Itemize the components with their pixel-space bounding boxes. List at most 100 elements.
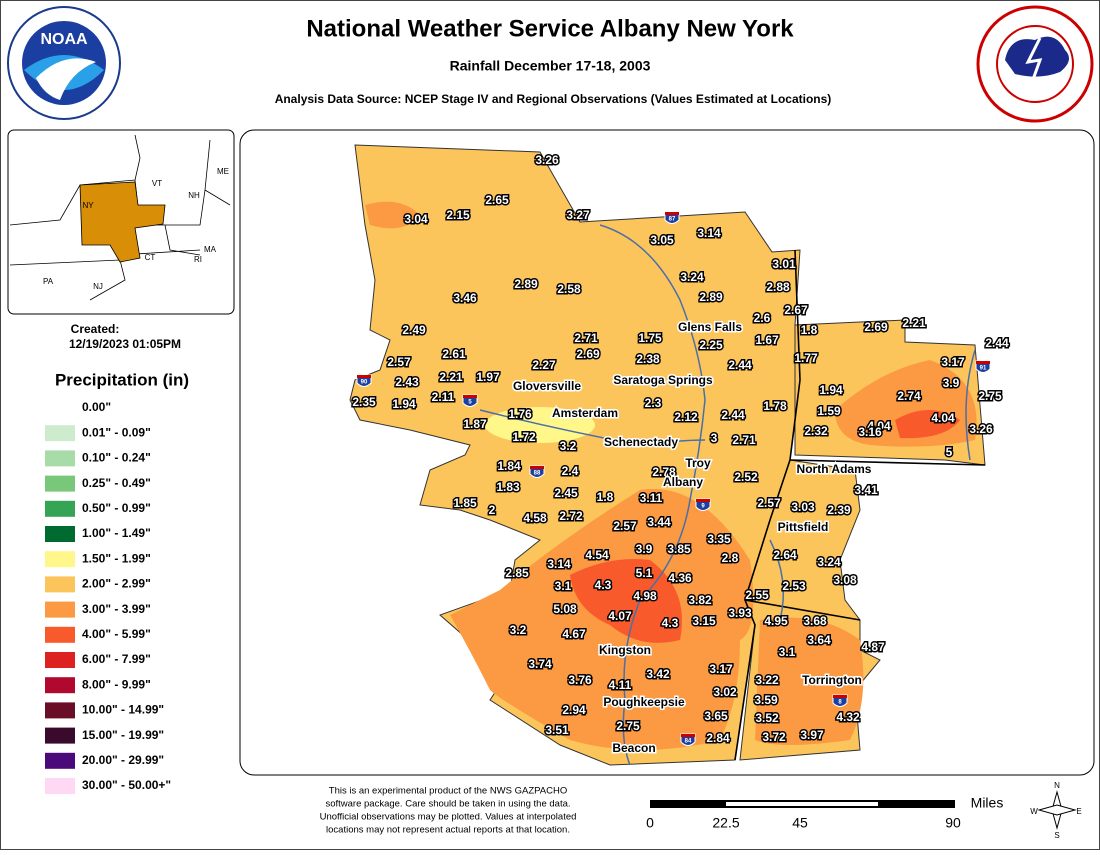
station-value: 1.84 — [497, 459, 521, 473]
legend-label: 1.50" - 1.99" — [82, 551, 151, 565]
station-value: 2.52 — [734, 470, 758, 484]
station-value: 1.77 — [794, 351, 818, 365]
state-lines — [734, 249, 986, 761]
station-value: 2.25 — [699, 338, 723, 352]
rivers — [479, 224, 976, 766]
station-value: 2.8 — [722, 551, 739, 565]
station-value: 2.35 — [352, 395, 376, 409]
rain-contours — [365, 201, 977, 750]
station-value: 2.43 — [395, 375, 419, 389]
legend-swatch — [45, 500, 75, 517]
station-value: 3.9 — [943, 376, 960, 390]
station-value: 2.57 — [613, 519, 637, 533]
state-label: MA — [204, 245, 217, 254]
station-value: 5.1 — [636, 566, 653, 580]
scale-label: 90 — [945, 815, 961, 831]
station-value: 1.59 — [817, 404, 841, 418]
station-value: 1.87 — [463, 417, 487, 431]
legend-swatch — [45, 626, 75, 643]
legend-label: 10.00" - 14.99" — [82, 703, 164, 717]
interstate-band — [696, 499, 710, 502]
state-label: RI — [194, 255, 202, 264]
station-value: 4.04 — [931, 411, 955, 425]
station-value: 2.21 — [902, 316, 926, 330]
station-value: 3.35 — [707, 532, 731, 546]
station-value: 3.01 — [772, 257, 796, 271]
interstate-band — [681, 734, 695, 737]
city-label: Poughkeepsie — [603, 695, 685, 709]
city-label: Kingston — [599, 643, 651, 657]
station-value: 2.71 — [732, 433, 756, 447]
station-value: 2.84 — [706, 731, 730, 745]
station-value: 3.85 — [667, 542, 691, 556]
station-value: 3.04 — [404, 212, 428, 226]
station-value: 3.76 — [568, 673, 592, 687]
station-value: 1.78 — [763, 399, 787, 413]
station-value: 3.59 — [754, 693, 778, 707]
station-value: 2.39 — [827, 503, 851, 517]
interstate-number: 90 — [361, 380, 368, 386]
interstate-number: 91 — [980, 366, 987, 372]
city-label: Troy — [685, 456, 711, 470]
station-value: 2.44 — [728, 358, 752, 372]
legend-label: 8.00" - 9.99" — [82, 677, 151, 691]
legend-label: 0.50" - 0.99" — [82, 501, 151, 515]
disclaimer: This is an experimental product of the N… — [320, 786, 577, 836]
source: Analysis Data Source: NCEP Stage IV and … — [275, 92, 832, 106]
station-value: 3.15 — [692, 614, 716, 628]
legend-label: 2.00" - 2.99" — [82, 577, 151, 591]
interstate-band — [530, 466, 544, 469]
station-value: 3.51 — [545, 723, 569, 737]
station-value: 2.71 — [574, 331, 598, 345]
station-value: 3.1 — [555, 579, 572, 593]
interstate-number: 8 — [838, 700, 842, 706]
station-value: 3.11 — [640, 491, 663, 505]
station-value: 4.95 — [764, 614, 788, 628]
city-label: Torrington — [802, 673, 862, 687]
station-value: 2.69 — [864, 320, 888, 334]
station-value: 3.68 — [803, 614, 827, 628]
station-value: 2.38 — [636, 352, 660, 366]
disclaimer-line: locations may not represent actual repor… — [326, 825, 570, 836]
station-value: 2.44 — [721, 408, 745, 422]
city-label: Schenectady — [604, 435, 678, 449]
station-value: 4.3 — [662, 616, 679, 630]
station-value: 2.67 — [784, 303, 808, 317]
state-label: ME — [217, 167, 229, 176]
station-value: 1.94 — [392, 397, 416, 411]
station-value: 2.44 — [985, 336, 1009, 350]
station-value: 2.6 — [754, 311, 771, 325]
legend-label: 6.00" - 7.99" — [82, 652, 151, 666]
compass-letter: W — [1030, 807, 1038, 816]
city-label: North Adams — [797, 462, 872, 476]
state-label: NY — [82, 201, 94, 210]
station-value: 2.89 — [514, 277, 538, 291]
interstate-band — [833, 695, 847, 698]
legend-label: 0.25" - 0.49" — [82, 476, 151, 490]
station-value: 3.03 — [791, 500, 815, 514]
scale-labels: 0 22.5 45 90 — [646, 815, 961, 831]
interstate-number: 84 — [685, 739, 692, 745]
station-value: 1.72 — [512, 430, 536, 444]
legend-swatch — [45, 551, 75, 568]
scale-label: 22.5 — [712, 815, 739, 831]
station-value: 4.11 — [609, 678, 632, 692]
station-value: 3.9 — [636, 542, 653, 556]
station-value: 2.3 — [645, 396, 662, 410]
city-label: Amsterdam — [552, 406, 618, 420]
legend-label: 0.10" - 0.24" — [82, 451, 151, 465]
station-value: 2.49 — [402, 323, 426, 337]
station-value: 4.36 — [668, 571, 692, 585]
station-value: 3.97 — [800, 728, 824, 742]
legend-label: 4.00" - 5.99" — [82, 627, 151, 641]
station-value: 3.2 — [510, 623, 527, 637]
interstate-band — [976, 361, 990, 364]
legend-label: 0.00" — [82, 400, 111, 414]
disclaimer-line: This is an experimental product of the N… — [329, 786, 567, 797]
station-value: 3.1 — [779, 645, 796, 659]
station-value: 3.24 — [680, 270, 704, 284]
station-value: 3.72 — [762, 730, 786, 744]
city-label: Albany — [663, 475, 703, 489]
